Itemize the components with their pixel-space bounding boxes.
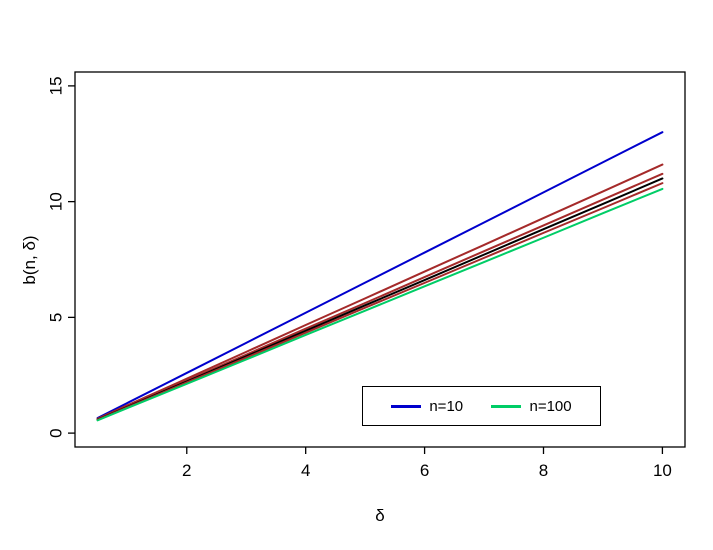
x-tick-label: 10 [653, 461, 672, 480]
legend-entry-n10: n=10 [391, 398, 463, 415]
legend-label-n100: n=100 [529, 397, 572, 415]
y-axis-label: b(n, δ) [20, 235, 39, 285]
series-line-n=100 [96, 187, 664, 422]
legend: n=10 n=100 [362, 386, 601, 426]
plot-box [74, 71, 686, 448]
series-line-unlabeled-dark-red-3 [96, 182, 664, 421]
y-tick-label: 15 [47, 76, 66, 95]
series-line-n=10 [96, 131, 664, 420]
y-tick-label: 10 [47, 192, 66, 211]
legend-line-n10-icon [391, 404, 422, 408]
x-tick-label: 4 [301, 461, 310, 480]
legend-line-n100-icon [491, 404, 522, 408]
x-tick-label: 6 [420, 461, 429, 480]
y-tick-label: 0 [47, 428, 66, 437]
y-tick-label: 5 [47, 313, 66, 322]
legend-entry-n100: n=100 [491, 397, 572, 415]
series-line-unlabeled-dark-red-1 [96, 163, 664, 420]
legend-label-n10: n=10 [429, 397, 464, 415]
x-axis-label: δ [375, 506, 385, 525]
x-tick-label: 8 [539, 461, 548, 480]
x-tick-label: 2 [182, 461, 191, 480]
